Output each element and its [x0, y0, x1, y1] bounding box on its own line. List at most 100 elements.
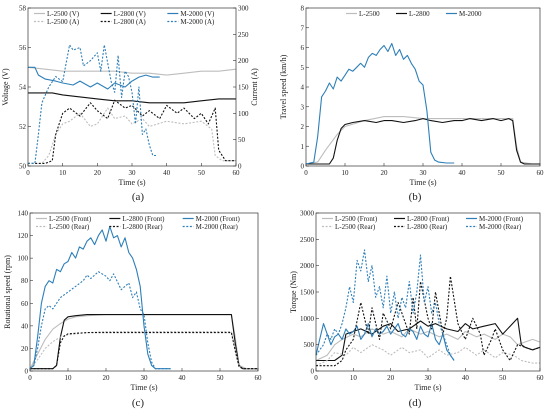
y-tick-label: 1000	[300, 315, 315, 323]
y-tick-label: 100	[18, 255, 29, 263]
y-tick-label: 0	[301, 163, 305, 171]
x-tick-label: 20	[94, 169, 102, 177]
series-line-2	[306, 118, 540, 165]
x-tick-label: 10	[65, 374, 73, 382]
y2-tick-label: 150	[238, 84, 249, 92]
series-line-3	[305, 42, 455, 165]
legend-label: M-2000 (Front)	[196, 215, 241, 223]
legend-label: L-2500	[359, 10, 380, 18]
legend-label: M-2000 (Front)	[479, 215, 524, 223]
y-tick-label: 6	[301, 44, 305, 52]
series-line-1	[305, 116, 540, 165]
y-tick-label: 500	[304, 341, 315, 349]
x-tick-label: 50	[198, 169, 206, 177]
y2-tick-label: 200	[238, 57, 249, 65]
series-line-1	[315, 328, 541, 361]
legend-label: L-2500 (Front)	[49, 215, 92, 223]
x-tick-label: 40	[459, 169, 467, 177]
x-tick-label: 40	[163, 169, 171, 177]
x-tick-label: 0	[28, 374, 32, 382]
y-tick-label: 52	[19, 123, 27, 131]
y-tick-label: 1	[301, 143, 305, 151]
legend-label: L-2800	[409, 10, 430, 18]
legend-label: M-2000	[459, 10, 482, 18]
x-tick-label: 20	[387, 374, 395, 382]
series-line-5	[30, 332, 258, 370]
chart-panel-1: 0 10 20 30 40 50 60505254565805010015020025030…	[1, 5, 259, 188]
x-tick-label: 60	[233, 169, 241, 177]
panel-label-c: (c)	[132, 397, 145, 409]
series-line-3	[28, 66, 160, 90]
x-tick-label: 30	[141, 374, 149, 382]
x-tick-label: 50	[217, 374, 225, 382]
series-line-2	[28, 92, 236, 104]
x-tick-label: 40	[179, 374, 187, 382]
series-line-4	[29, 330, 258, 370]
y-tick-label: 80	[21, 277, 29, 285]
legend-label: L-2800 (V)	[114, 10, 147, 18]
x-tick-label: 20	[103, 374, 111, 382]
y-tick-label: 3	[301, 103, 305, 111]
x-tick-label: 50	[499, 374, 507, 382]
y2-tick-label: 300	[238, 5, 249, 13]
series-line-3	[29, 225, 171, 370]
y-tick-label: 2	[301, 123, 305, 131]
panel-label-d: (d)	[409, 397, 422, 409]
x-axis-label: Time (s)	[130, 383, 157, 392]
y-tick-label: 5	[301, 64, 305, 72]
legend-label: M-2000 (Rear)	[196, 223, 239, 231]
plot-frame	[27, 7, 237, 167]
x-tick-label: 20	[381, 169, 389, 177]
chart-panel-2: 0 10 20 30 40 50 60 0 1 2 3 4 5 6 7 8 Time (s) Travel spe…	[279, 5, 544, 188]
legend-label: L-2500 (Front)	[335, 215, 378, 223]
y-tick-label: 58	[19, 5, 27, 13]
series-line-6	[315, 249, 455, 361]
y-tick-label: 120	[18, 232, 29, 240]
y-tick-label: 20	[21, 345, 29, 353]
legend-label: L-2800 (Rear)	[122, 223, 163, 231]
y-tick-label: 0	[25, 368, 29, 376]
series-line-6	[28, 44, 157, 164]
x-tick-label: 10	[350, 374, 358, 382]
y-tick-label: 1500	[300, 289, 315, 297]
y-tick-label: 60	[21, 300, 29, 308]
plot-frame	[29, 212, 259, 372]
y-tick-label: 56	[19, 44, 27, 52]
y2-axis-label: Current (A)	[250, 68, 259, 106]
y-tick-label: 3000	[300, 210, 315, 218]
plot-frame	[315, 212, 541, 372]
x-tick-label: 30	[425, 374, 433, 382]
y-tick-label: 140	[18, 210, 29, 218]
x-tick-label: 10	[59, 169, 67, 177]
y2-tick-label: 0	[238, 163, 242, 171]
x-tick-label: 0	[314, 374, 318, 382]
y-tick-label: 7	[301, 24, 305, 32]
legend-label: M-2000 (A)	[180, 18, 215, 26]
y-tick-label: 40	[21, 322, 29, 330]
x-tick-label: 0	[26, 169, 30, 177]
series-line-4	[315, 344, 540, 367]
series-line-5	[316, 275, 541, 367]
x-axis-label: Time (s)	[409, 178, 436, 187]
x-tick-label: 50	[498, 169, 506, 177]
legend-label: M-2000 (Rear)	[479, 223, 522, 231]
series-line-4	[28, 107, 236, 164]
legend-label: L-2800 (Front)	[407, 215, 450, 223]
legend-label: M-2000 (V)	[180, 10, 215, 18]
legend-label: L-2800 (Front)	[122, 215, 165, 223]
y-tick-label: 54	[19, 84, 27, 92]
x-axis-label: Time (s)	[414, 383, 441, 392]
y-tick-label: 4	[301, 84, 305, 92]
x-axis-label: Time (s)	[118, 178, 145, 187]
chart-panel-3: 0 10 20 30 40 50 60 0 20 40 60 80 100 120 140 Time (s) R…	[3, 210, 262, 393]
y-tick-label: 8	[301, 5, 305, 13]
y-tick-label: 2000	[300, 262, 315, 270]
series-line-1	[27, 66, 237, 76]
legend-label: L-2800 (A)	[114, 18, 147, 26]
legend-label: L-2500 (V)	[47, 10, 80, 18]
y2-tick-label: 100	[238, 110, 249, 118]
panel-label-b: (b)	[409, 191, 422, 203]
legend-label: L-2500 (Rear)	[335, 223, 376, 231]
legend-label: L-2800 (Rear)	[407, 223, 448, 231]
